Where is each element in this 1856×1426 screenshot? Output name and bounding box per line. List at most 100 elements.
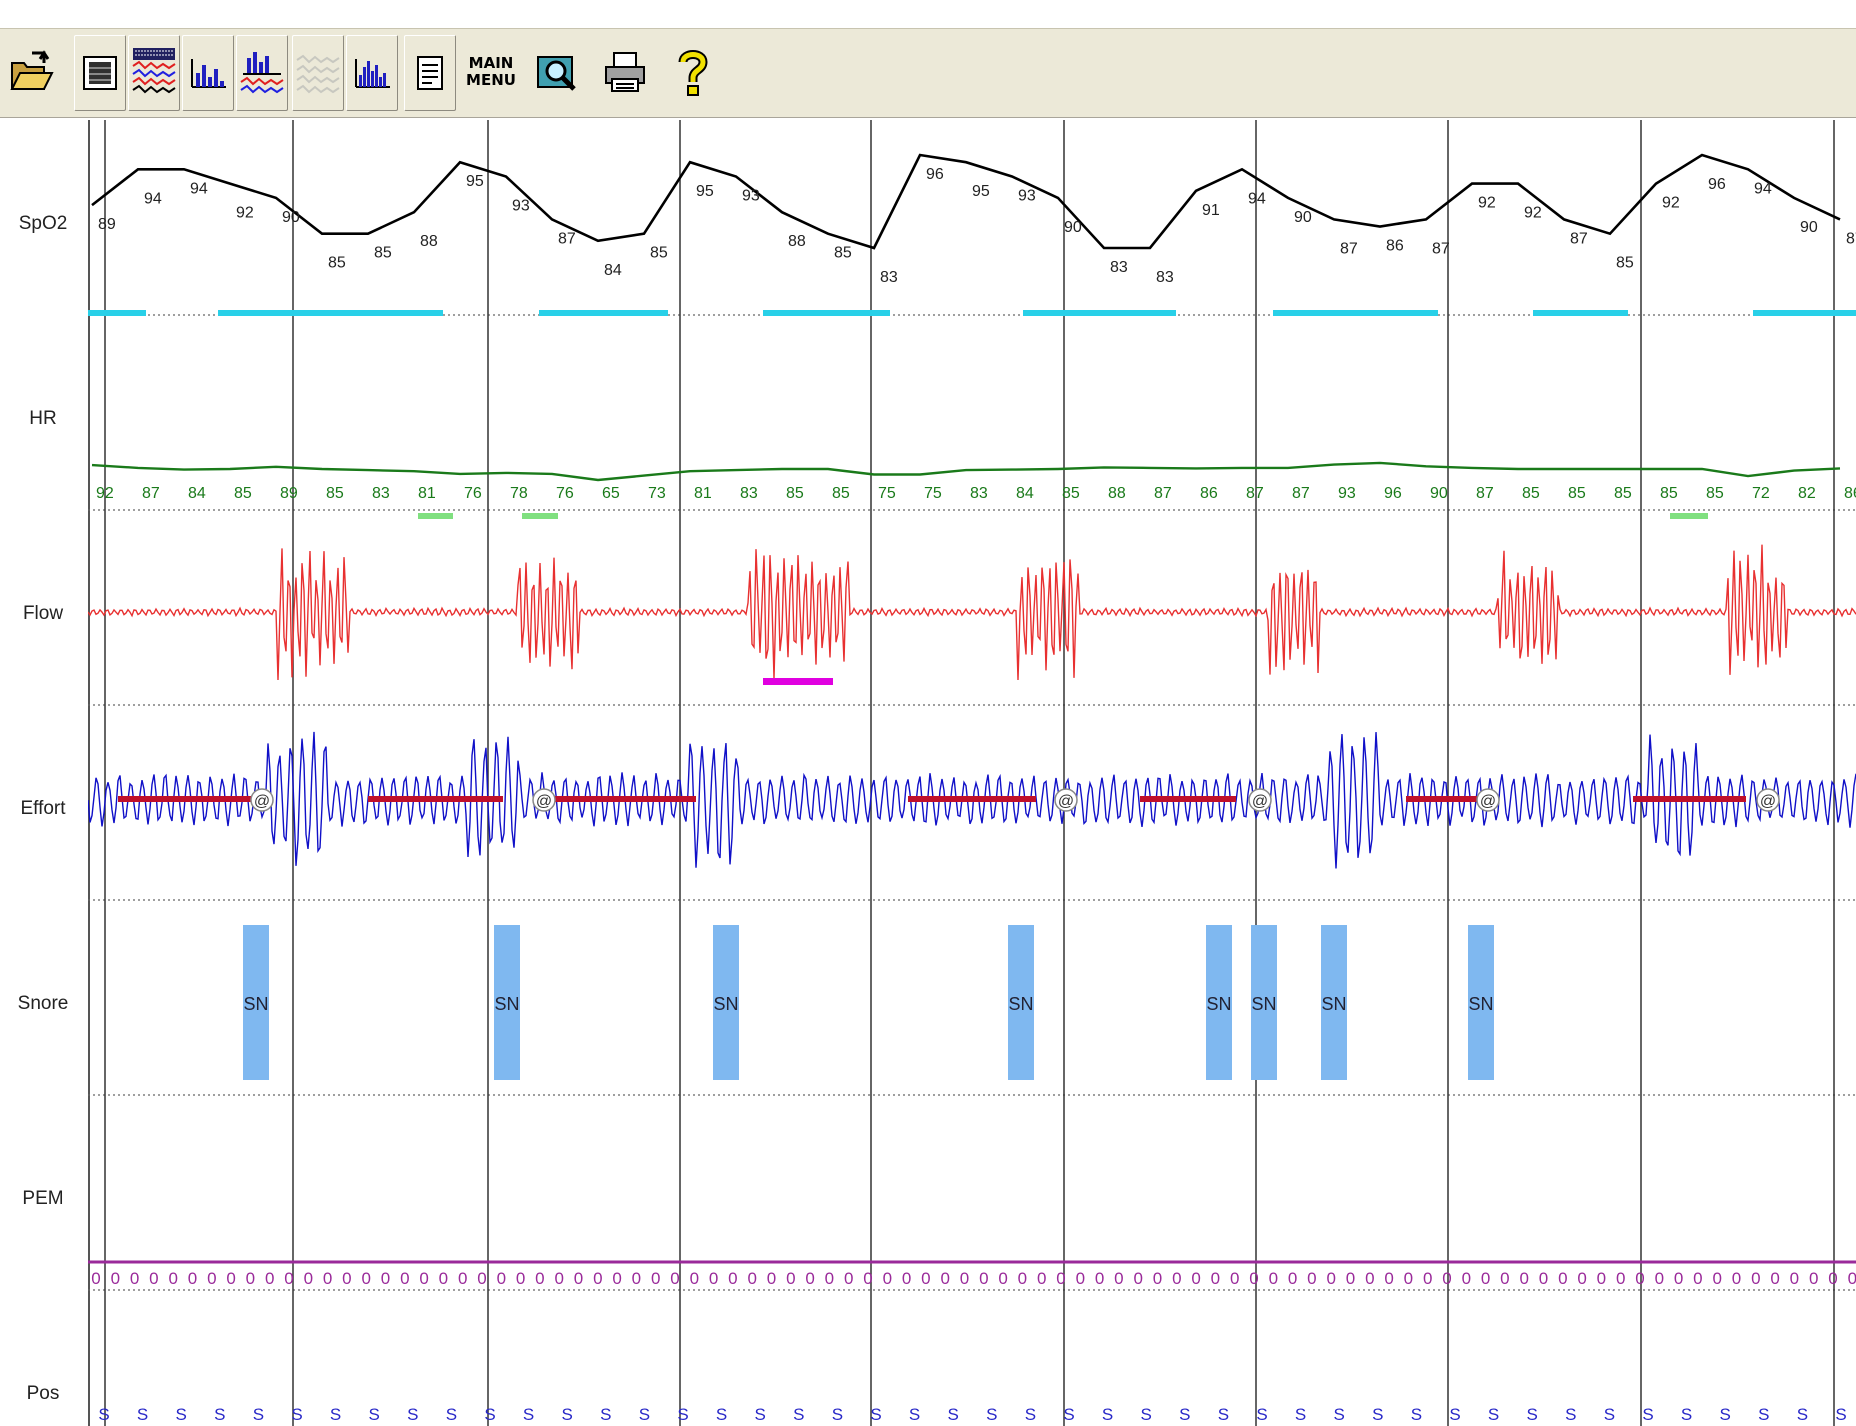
spo2-value-label: 93 bbox=[742, 187, 760, 204]
position-marker: S bbox=[1565, 1405, 1576, 1424]
multi-trace-icon bbox=[131, 46, 177, 100]
pem-marker: 0 bbox=[786, 1269, 795, 1288]
spo2-value-label: 88 bbox=[420, 233, 438, 250]
hr-value-label: 85 bbox=[1568, 485, 1586, 502]
pem-marker: 0 bbox=[883, 1269, 892, 1288]
desaturation-flag bbox=[88, 310, 146, 316]
position-marker: S bbox=[1449, 1405, 1460, 1424]
position-marker: S bbox=[832, 1405, 843, 1424]
trend-view-button[interactable] bbox=[236, 35, 288, 111]
spo2-value-label: 85 bbox=[650, 245, 668, 262]
desaturation-flag bbox=[539, 310, 668, 316]
position-marker: S bbox=[523, 1405, 534, 1424]
pem-marker: 0 bbox=[400, 1269, 409, 1288]
channel-label-flow: Flow bbox=[22, 603, 64, 624]
pem-marker: 0 bbox=[921, 1269, 930, 1288]
print-button[interactable] bbox=[600, 35, 650, 109]
pem-marker: 0 bbox=[1693, 1269, 1702, 1288]
toolbar: MAIN MENU bbox=[0, 28, 1856, 119]
hr-value-label: 93 bbox=[1338, 485, 1356, 502]
pem-marker: 0 bbox=[265, 1269, 274, 1288]
hr-value-label: 83 bbox=[740, 485, 758, 502]
report-view-button[interactable] bbox=[404, 35, 456, 111]
snore-event-label: SN bbox=[1008, 994, 1033, 1014]
position-marker: S bbox=[1372, 1405, 1383, 1424]
position-marker: S bbox=[755, 1405, 766, 1424]
snore-event-bar bbox=[243, 925, 269, 1080]
pem-marker: 0 bbox=[1095, 1269, 1104, 1288]
hr-value-label: 83 bbox=[970, 485, 988, 502]
spo2-value-label: 89 bbox=[98, 216, 116, 233]
histogram-view-button[interactable] bbox=[182, 35, 234, 111]
pem-marker: 0 bbox=[1809, 1269, 1818, 1288]
position-marker: S bbox=[562, 1405, 573, 1424]
raw-data-view-button[interactable] bbox=[128, 35, 180, 111]
spo2-trace bbox=[91, 153, 1841, 250]
pem-marker: 0 bbox=[670, 1269, 679, 1288]
position-marker: S bbox=[1179, 1405, 1190, 1424]
disabled-trace-view-button[interactable] bbox=[292, 35, 344, 111]
hr-value-label: 65 bbox=[602, 485, 620, 502]
folder-open-icon bbox=[8, 49, 54, 95]
hr-value-label: 84 bbox=[188, 485, 206, 502]
zoom-search-button[interactable] bbox=[532, 35, 582, 109]
hr-value-label: 85 bbox=[234, 485, 252, 502]
position-marker: S bbox=[369, 1405, 380, 1424]
position-marker: S bbox=[909, 1405, 920, 1424]
pem-marker: 0 bbox=[1577, 1269, 1586, 1288]
hr-value-label: 85 bbox=[1614, 485, 1632, 502]
pem-marker: 0 bbox=[1519, 1269, 1528, 1288]
main-menu-button[interactable]: MAIN MENU bbox=[460, 35, 522, 109]
hr-value-label: 72 bbox=[1752, 485, 1770, 502]
pem-marker: 0 bbox=[1230, 1269, 1239, 1288]
pem-marker: 0 bbox=[1384, 1269, 1393, 1288]
hr-value-label: 81 bbox=[694, 485, 712, 502]
position-marker: S bbox=[1488, 1405, 1499, 1424]
channel-label-snore: Snore bbox=[17, 993, 69, 1014]
hr-value-label: 82 bbox=[1798, 485, 1816, 502]
spo2-value-label: 92 bbox=[236, 205, 254, 222]
effort-event-bar bbox=[1406, 796, 1494, 802]
open-file-button[interactable] bbox=[6, 35, 56, 109]
position-marker: S bbox=[1102, 1405, 1113, 1424]
pem-marker: 0 bbox=[1828, 1269, 1837, 1288]
snore-event-label: SN bbox=[1321, 994, 1346, 1014]
signal-traces[interactable]: 89 94 94 92 90 85 85 88 95 93 87 84 85 95 93 88 85 83 96 95… bbox=[88, 120, 1856, 1426]
pem-marker: 0 bbox=[690, 1269, 699, 1288]
pem-marker: 0 bbox=[188, 1269, 197, 1288]
hr-value-label: 90 bbox=[1430, 485, 1448, 502]
pem-marker: 0 bbox=[1326, 1269, 1335, 1288]
pem-marker: 0 bbox=[1404, 1269, 1413, 1288]
pem-marker: 0 bbox=[1423, 1269, 1432, 1288]
pem-marker: 0 bbox=[226, 1269, 235, 1288]
position-marker: S bbox=[1334, 1405, 1345, 1424]
position-marker: S bbox=[1295, 1405, 1306, 1424]
pem-marker: 0 bbox=[1211, 1269, 1220, 1288]
position-marker: S bbox=[1141, 1405, 1152, 1424]
spo2-value-label: 91 bbox=[1202, 202, 1220, 219]
spo2-value-label: 90 bbox=[1800, 219, 1818, 236]
position-marker: S bbox=[1681, 1405, 1692, 1424]
hr-trace bbox=[91, 461, 1841, 482]
spo2-value-label: 95 bbox=[466, 173, 484, 190]
hr-value-label: 86 bbox=[1200, 485, 1218, 502]
pem-marker: 0 bbox=[940, 1269, 949, 1288]
snore-event-bar bbox=[713, 925, 739, 1080]
dense-bars-icon bbox=[352, 53, 392, 93]
effort-event-marker-label: @ bbox=[1252, 793, 1268, 810]
event-graph-view-button[interactable] bbox=[346, 35, 398, 111]
help-button[interactable] bbox=[668, 35, 718, 109]
hr-value-label: 85 bbox=[1706, 485, 1724, 502]
hr-value-label: 73 bbox=[648, 485, 666, 502]
pem-marker: 0 bbox=[1635, 1269, 1644, 1288]
pem-marker: 0 bbox=[825, 1269, 834, 1288]
summary-view-button[interactable] bbox=[74, 35, 126, 111]
pem-marker: 0 bbox=[1076, 1269, 1085, 1288]
pem-marker: 0 bbox=[284, 1269, 293, 1288]
effort-event-marker bbox=[250, 788, 274, 812]
snore-event-bar bbox=[1206, 925, 1232, 1080]
pem-marker: 0 bbox=[1056, 1269, 1065, 1288]
pem-marker: 0 bbox=[91, 1269, 100, 1288]
effort-event-bar bbox=[1140, 796, 1236, 802]
pem-marker: 0 bbox=[1191, 1269, 1200, 1288]
